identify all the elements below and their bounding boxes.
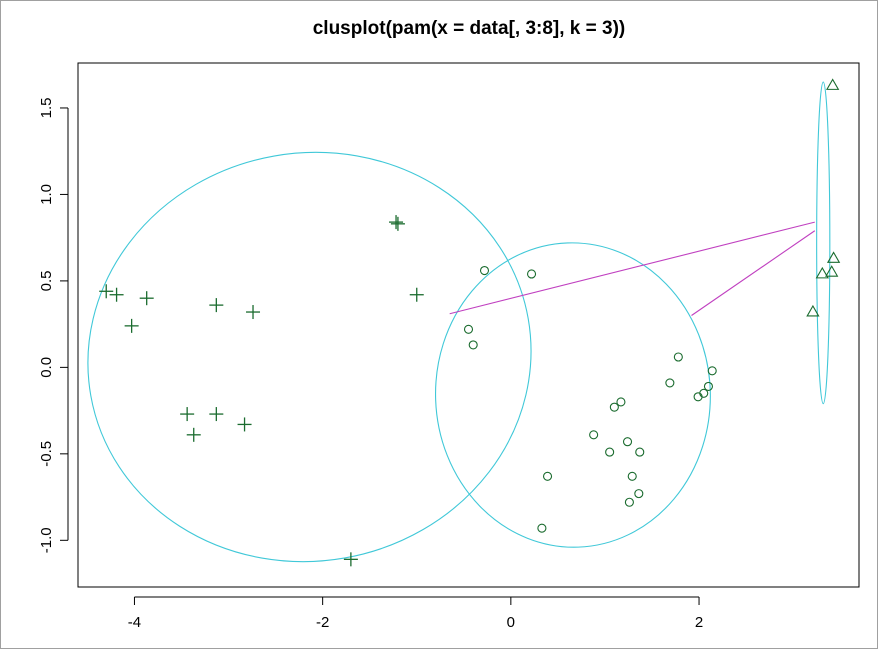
plus-point bbox=[389, 215, 404, 230]
circle-point bbox=[693, 392, 703, 402]
x-tick-label: -4 bbox=[128, 614, 141, 631]
y-tick-label: 1.0 bbox=[38, 184, 55, 205]
circle-point bbox=[622, 437, 633, 447]
y-tick-label: -1.0 bbox=[38, 527, 55, 553]
triangle-point bbox=[825, 265, 839, 277]
plus-point bbox=[180, 407, 195, 422]
circle-point bbox=[526, 269, 537, 279]
circle-point bbox=[605, 447, 615, 457]
plus-point bbox=[246, 305, 261, 320]
data-points bbox=[99, 78, 841, 567]
circle-point bbox=[634, 489, 644, 499]
triangle-point bbox=[815, 266, 829, 279]
x-tick-label: 0 bbox=[507, 614, 515, 631]
circle-point bbox=[665, 378, 675, 388]
plus-point bbox=[186, 427, 201, 442]
plus-point bbox=[390, 216, 405, 231]
triangle-point bbox=[826, 78, 840, 90]
y-tick-label: 0.0 bbox=[38, 357, 55, 378]
circle-point bbox=[635, 447, 645, 457]
circle-point bbox=[703, 381, 713, 391]
circle-point bbox=[463, 324, 474, 334]
circle-point bbox=[542, 471, 553, 481]
plus-point bbox=[409, 287, 424, 302]
cluster-connectors bbox=[449, 221, 816, 316]
y-tick-label: 1.5 bbox=[38, 98, 55, 119]
plus-point bbox=[139, 291, 154, 306]
axes: -4 -2 0 2 -1.0 -0.5 0.0 0.5 1.0 1.5 bbox=[38, 98, 703, 631]
circle-point bbox=[479, 265, 490, 276]
circle-point bbox=[707, 366, 717, 376]
cluster-ellipses bbox=[87, 81, 831, 563]
circle-point bbox=[468, 340, 478, 350]
plus-point bbox=[209, 407, 224, 422]
cluster-ellipse bbox=[434, 242, 711, 548]
circle-point bbox=[627, 471, 637, 481]
cluster-ellipse bbox=[87, 151, 532, 563]
plus-point bbox=[124, 318, 139, 333]
circle-point bbox=[537, 523, 547, 533]
circle-point bbox=[589, 430, 599, 440]
circle-point bbox=[616, 397, 626, 407]
cluster-ellipse bbox=[816, 81, 831, 405]
plus-point bbox=[209, 298, 224, 313]
plus-point bbox=[109, 287, 124, 302]
triangle-point bbox=[826, 251, 841, 263]
plot-area-border bbox=[77, 62, 860, 588]
cluster-connector-line bbox=[691, 230, 816, 316]
circle-point bbox=[624, 497, 634, 507]
circle-point bbox=[609, 402, 619, 412]
chart-title: clusplot(pam(x = data[, 3:8], k = 3)) bbox=[313, 18, 626, 39]
y-tick-label: 0.5 bbox=[38, 270, 55, 291]
x-tick-label: -2 bbox=[316, 614, 329, 631]
plus-point bbox=[237, 417, 252, 432]
plus-point bbox=[343, 552, 358, 567]
circle-point bbox=[673, 352, 683, 362]
triangle-point bbox=[806, 304, 820, 317]
cluster-connector-line bbox=[449, 221, 815, 315]
y-tick-label: -0.5 bbox=[38, 441, 55, 467]
plus-point bbox=[99, 284, 114, 299]
x-tick-label: 2 bbox=[695, 614, 703, 631]
